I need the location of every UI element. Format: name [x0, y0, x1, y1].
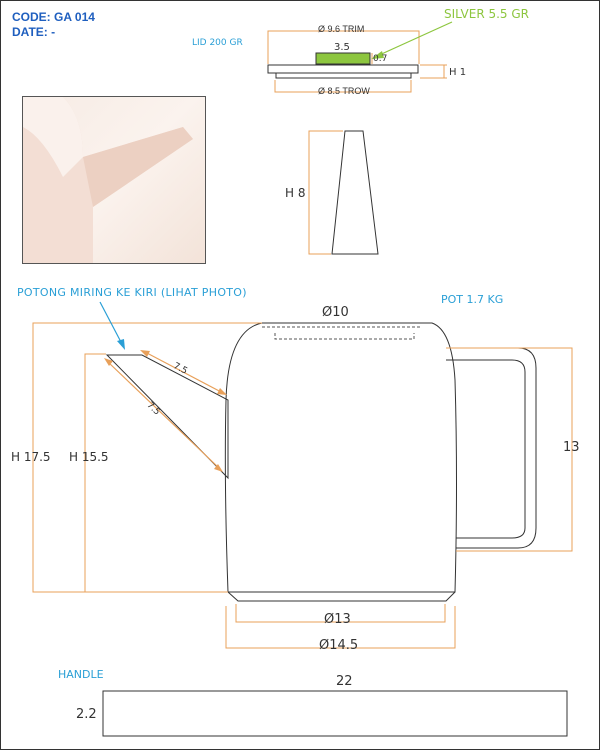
lid-trim: Ø 9.6 TRIM: [318, 24, 365, 34]
spout-dimension-arrows: [104, 350, 227, 472]
silver-width: 3.5: [334, 42, 350, 53]
knob-height: H 8: [285, 186, 306, 200]
spout-cut-note: POTONG MIRING KE KIRI (LIHAT PHOTO): [17, 286, 247, 299]
handle-length: 22: [336, 674, 353, 689]
lid-trim-dimension: [267, 30, 447, 93]
spout-note-arrow: [99, 301, 125, 350]
silver-plate: [315, 52, 371, 65]
code-label: CODE: GA 014: [12, 10, 95, 24]
silver-label: SILVER 5.5 GR: [444, 7, 530, 21]
handle-width: 2.2: [76, 707, 97, 722]
lid-weight: LID 200 GR: [192, 38, 243, 48]
base-outer-diameter: Ø14.5: [319, 638, 359, 653]
date-label: DATE: -: [12, 25, 56, 39]
pot-body: [105, 322, 537, 602]
pot-height-total: H 17.5: [11, 450, 51, 464]
knob-drawing: [308, 130, 379, 255]
lid-height: H 1: [449, 67, 467, 78]
lid-drawing: [267, 52, 419, 79]
base-inner-diameter: Ø13: [324, 612, 351, 627]
silver-arrow: [371, 21, 453, 59]
handle-drawing: [102, 690, 568, 737]
pot-top-diameter: Ø10: [322, 305, 349, 320]
pot-weight: POT 1.7 KG: [441, 293, 504, 306]
silver-height: 0.7: [373, 54, 388, 64]
pot-height-body: H 15.5: [69, 450, 109, 464]
lid-trow: Ø 8.5 TROW: [318, 86, 370, 96]
handle-height: 13: [563, 440, 580, 455]
pot-dimensions: [32, 322, 573, 649]
pot-top-opening: [262, 326, 420, 340]
spout-photo-illustration: [23, 97, 193, 263]
handle-label: HANDLE: [58, 668, 104, 681]
spout-photo: [22, 96, 206, 264]
